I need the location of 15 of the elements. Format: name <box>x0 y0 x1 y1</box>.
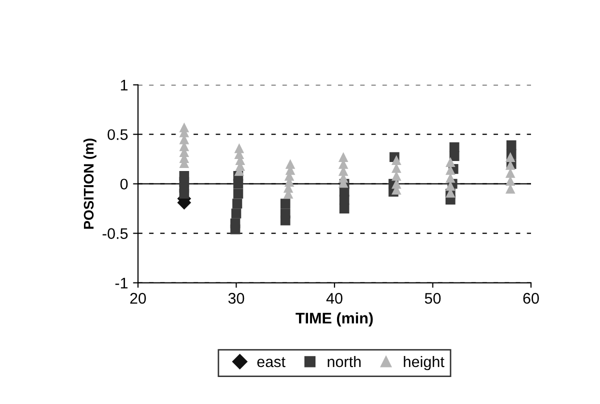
y-tick-label: 0 <box>120 178 128 190</box>
y-axis-title: POSITION (m) <box>83 138 96 229</box>
y-tick-label: 0.5 <box>108 129 128 140</box>
legend-label: height <box>404 356 444 370</box>
x-tick-label: 60 <box>523 292 539 304</box>
x-tick-label: 50 <box>424 292 441 304</box>
legend-label: north <box>328 356 361 368</box>
y-tick-label: -0.5 <box>102 228 128 239</box>
x-tick-label: 40 <box>326 292 342 304</box>
x-tick-label: 20 <box>130 292 146 304</box>
x-axis-title: TIME (min) <box>296 312 373 327</box>
y-tick-label: -1 <box>115 278 128 288</box>
legend-label: east <box>257 357 286 368</box>
y-tick-label: 1 <box>120 80 128 90</box>
x-tick-label: 30 <box>228 292 244 304</box>
